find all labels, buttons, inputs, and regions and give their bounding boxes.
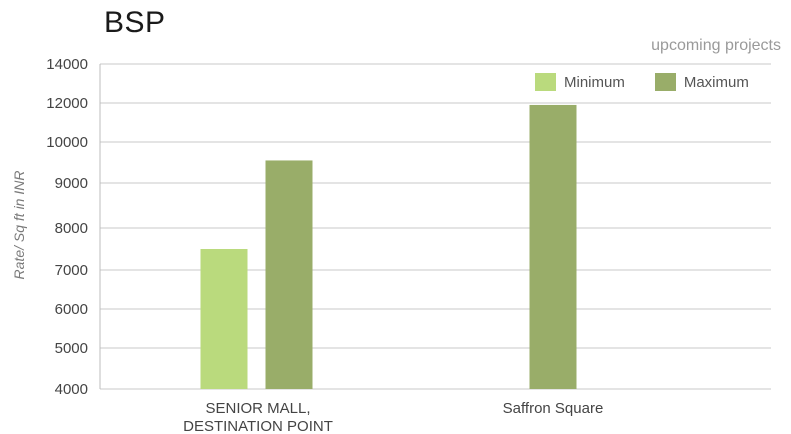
y-tick-label: 4000 xyxy=(55,381,88,398)
x-category-label: DESTINATION POINT xyxy=(183,418,333,434)
y-tick-label: 6000 xyxy=(55,301,88,318)
y-tick-label: 10000 xyxy=(46,134,88,151)
legend-label-minimum: Minimum xyxy=(564,73,625,91)
y-tick-label: 9000 xyxy=(55,175,88,192)
bar-maximum xyxy=(529,104,577,389)
y-tick-label: 12000 xyxy=(46,95,88,112)
legend: Minimum Maximum xyxy=(535,73,749,91)
bar-minimum xyxy=(200,249,248,389)
legend-swatch-minimum xyxy=(535,73,556,91)
y-tick-label: 5000 xyxy=(55,340,88,357)
chart-title: BSP xyxy=(104,6,166,39)
legend-item-maximum: Maximum xyxy=(654,73,749,91)
bar-maximum xyxy=(265,160,313,389)
y-tick-label: 7000 xyxy=(55,262,88,279)
y-tick-label: 14000 xyxy=(46,56,88,73)
x-category-label: SENIOR MALL, xyxy=(205,400,310,417)
legend-item-minimum: Minimum xyxy=(535,73,625,91)
legend-swatch-maximum xyxy=(654,73,676,91)
chart-subtitle: upcoming projects xyxy=(651,37,781,54)
legend-label-maximum: Maximum xyxy=(683,73,749,91)
x-category-label: Saffron Square xyxy=(503,400,604,417)
y-tick-label: 8000 xyxy=(55,220,88,237)
